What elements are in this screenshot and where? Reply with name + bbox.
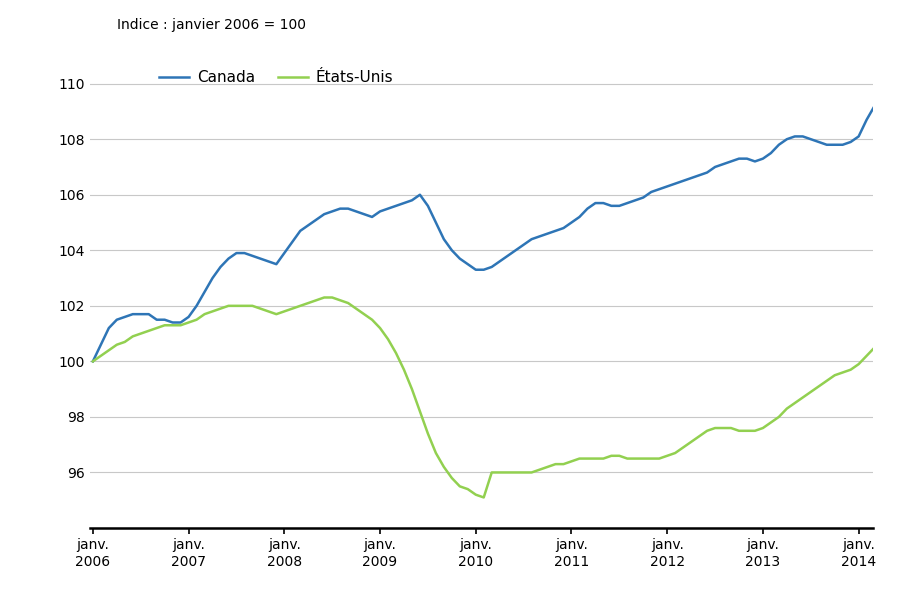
États-Unis [87, 358, 98, 365]
Canada [734, 155, 744, 162]
États-Unis [319, 294, 329, 301]
Line: Canada: Canada [93, 78, 900, 361]
États-Unis [510, 469, 521, 476]
Canada [87, 358, 98, 365]
Legend: Canada, États-Unis: Canada, États-Unis [152, 64, 400, 91]
États-Unis [184, 319, 194, 326]
États-Unis [750, 427, 760, 434]
Text: Indice : janvier 2006 = 100: Indice : janvier 2006 = 100 [117, 18, 306, 32]
Canada [686, 175, 697, 182]
États-Unis [702, 427, 713, 434]
Canada [310, 216, 321, 223]
Canada [184, 313, 194, 320]
Canada [494, 258, 505, 265]
États-Unis [478, 494, 489, 501]
États-Unis [310, 296, 321, 304]
Line: États-Unis: États-Unis [93, 298, 900, 497]
